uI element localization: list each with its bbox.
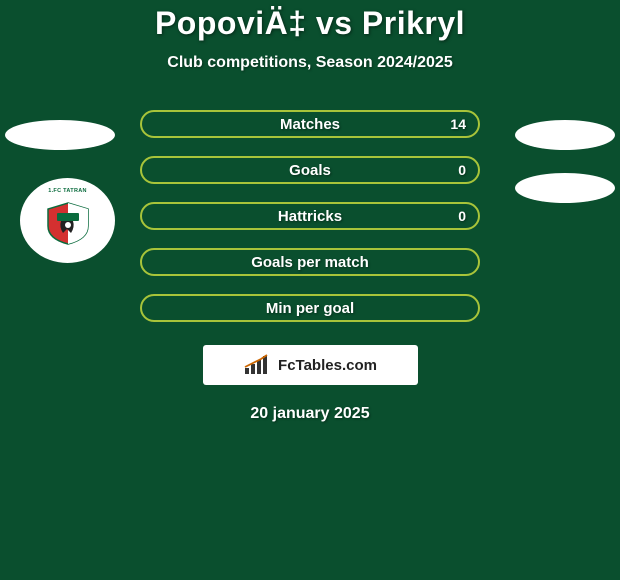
stat-label: Matches [280,116,340,133]
stat-value: 0 [458,162,466,178]
page-subtitle: Club competitions, Season 2024/2025 [167,54,452,72]
date-text: 20 january 2025 [250,405,369,423]
stat-matches: Matches 14 [140,110,480,138]
stat-min-per-goal: Min per goal [140,294,480,322]
stat-label: Hattricks [278,208,342,225]
stat-label: Goals [289,162,331,179]
logo-text: FcTables.com [278,357,377,374]
stat-value: 0 [458,208,466,224]
player-right-ellipse-1 [515,120,615,150]
stat-goals: Goals 0 [140,156,480,184]
stat-label: Min per goal [266,300,354,317]
player-left-ellipse [5,120,115,150]
club-badge-container: 1.FC TATRAN [20,178,115,263]
fctables-logo-box[interactable]: FcTables.com [203,345,418,385]
bar-chart-icon [243,354,273,376]
stat-goals-per-match: Goals per match [140,248,480,276]
stats-area: Matches 14 Goals 0 Hattricks 0 Goals per… [140,110,480,322]
badge-shield-icon [43,201,93,246]
player-right-ellipse-2 [515,173,615,203]
stat-value: 14 [450,116,466,132]
stat-label: Goals per match [251,254,369,271]
badge-text: 1.FC TATRAN [48,188,87,194]
page-title: PopoviÄ‡ vs Prikryl [155,5,465,42]
club-badge: 1.FC TATRAN [20,178,115,263]
stat-hattricks: Hattricks 0 [140,202,480,230]
